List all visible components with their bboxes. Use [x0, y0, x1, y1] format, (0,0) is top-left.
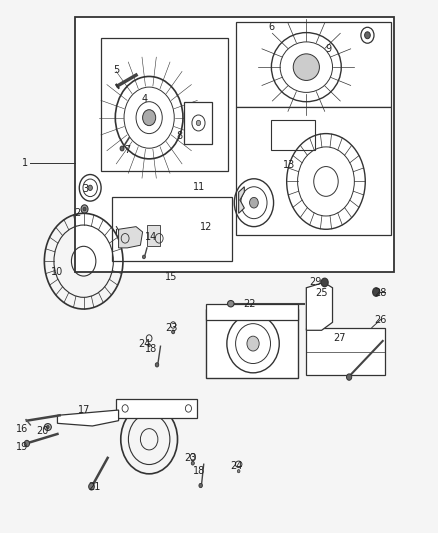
Ellipse shape — [227, 301, 234, 307]
Polygon shape — [306, 282, 332, 330]
Text: 23: 23 — [184, 453, 197, 463]
Text: 1: 1 — [21, 158, 28, 168]
Ellipse shape — [237, 470, 240, 473]
Ellipse shape — [81, 205, 88, 213]
Bar — [272, 120, 315, 150]
Text: 14: 14 — [145, 232, 157, 243]
Polygon shape — [206, 309, 297, 378]
Ellipse shape — [142, 255, 145, 259]
Text: 16: 16 — [16, 424, 28, 434]
Ellipse shape — [148, 344, 150, 347]
Text: 15: 15 — [165, 272, 177, 282]
Text: 20: 20 — [36, 426, 48, 437]
Text: 12: 12 — [200, 222, 212, 232]
Polygon shape — [75, 17, 394, 272]
Text: 10: 10 — [51, 267, 64, 277]
Text: 24: 24 — [230, 461, 243, 471]
Text: 4: 4 — [142, 94, 148, 104]
Ellipse shape — [155, 363, 159, 367]
Text: 23: 23 — [165, 322, 177, 333]
Ellipse shape — [44, 424, 51, 431]
Text: 26: 26 — [374, 314, 387, 325]
Text: 8: 8 — [177, 131, 183, 141]
Text: 13: 13 — [283, 160, 295, 171]
Ellipse shape — [321, 278, 328, 287]
Text: 2: 2 — [74, 208, 80, 219]
Text: 19: 19 — [16, 442, 28, 452]
Text: 25: 25 — [315, 288, 328, 298]
Ellipse shape — [247, 336, 259, 351]
Ellipse shape — [293, 54, 319, 80]
Polygon shape — [237, 22, 392, 107]
Text: 28: 28 — [374, 288, 387, 298]
Text: 9: 9 — [325, 44, 331, 53]
Ellipse shape — [46, 425, 49, 429]
Ellipse shape — [143, 110, 155, 126]
Text: 7: 7 — [124, 144, 131, 155]
Ellipse shape — [373, 288, 380, 296]
Polygon shape — [101, 38, 228, 171]
Ellipse shape — [88, 185, 92, 190]
Text: 11: 11 — [193, 182, 205, 192]
Ellipse shape — [83, 207, 86, 211]
Polygon shape — [57, 410, 119, 426]
Text: 18: 18 — [145, 344, 157, 354]
Bar — [263, 30, 350, 99]
Text: 21: 21 — [88, 482, 101, 492]
Ellipse shape — [88, 483, 94, 490]
Text: 22: 22 — [244, 298, 256, 309]
Ellipse shape — [172, 330, 175, 334]
Ellipse shape — [199, 483, 202, 488]
Text: 24: 24 — [138, 338, 151, 349]
Ellipse shape — [120, 146, 124, 151]
Ellipse shape — [191, 462, 194, 465]
Polygon shape — [239, 187, 244, 213]
Text: 27: 27 — [333, 333, 345, 343]
Text: 18: 18 — [193, 466, 205, 476]
Bar — [206, 304, 297, 320]
Text: 29: 29 — [309, 278, 321, 287]
Text: 17: 17 — [78, 405, 90, 415]
Text: 5: 5 — [113, 65, 120, 75]
Polygon shape — [237, 107, 392, 235]
Polygon shape — [306, 328, 385, 375]
Text: 3: 3 — [83, 184, 89, 195]
Ellipse shape — [196, 120, 201, 126]
Ellipse shape — [364, 32, 370, 39]
Polygon shape — [119, 227, 143, 248]
Polygon shape — [117, 399, 197, 418]
Ellipse shape — [250, 197, 258, 208]
Bar — [147, 225, 160, 246]
Ellipse shape — [24, 440, 29, 447]
Bar — [184, 102, 212, 144]
Text: 6: 6 — [268, 22, 275, 33]
Ellipse shape — [346, 374, 352, 380]
Polygon shape — [112, 197, 232, 261]
